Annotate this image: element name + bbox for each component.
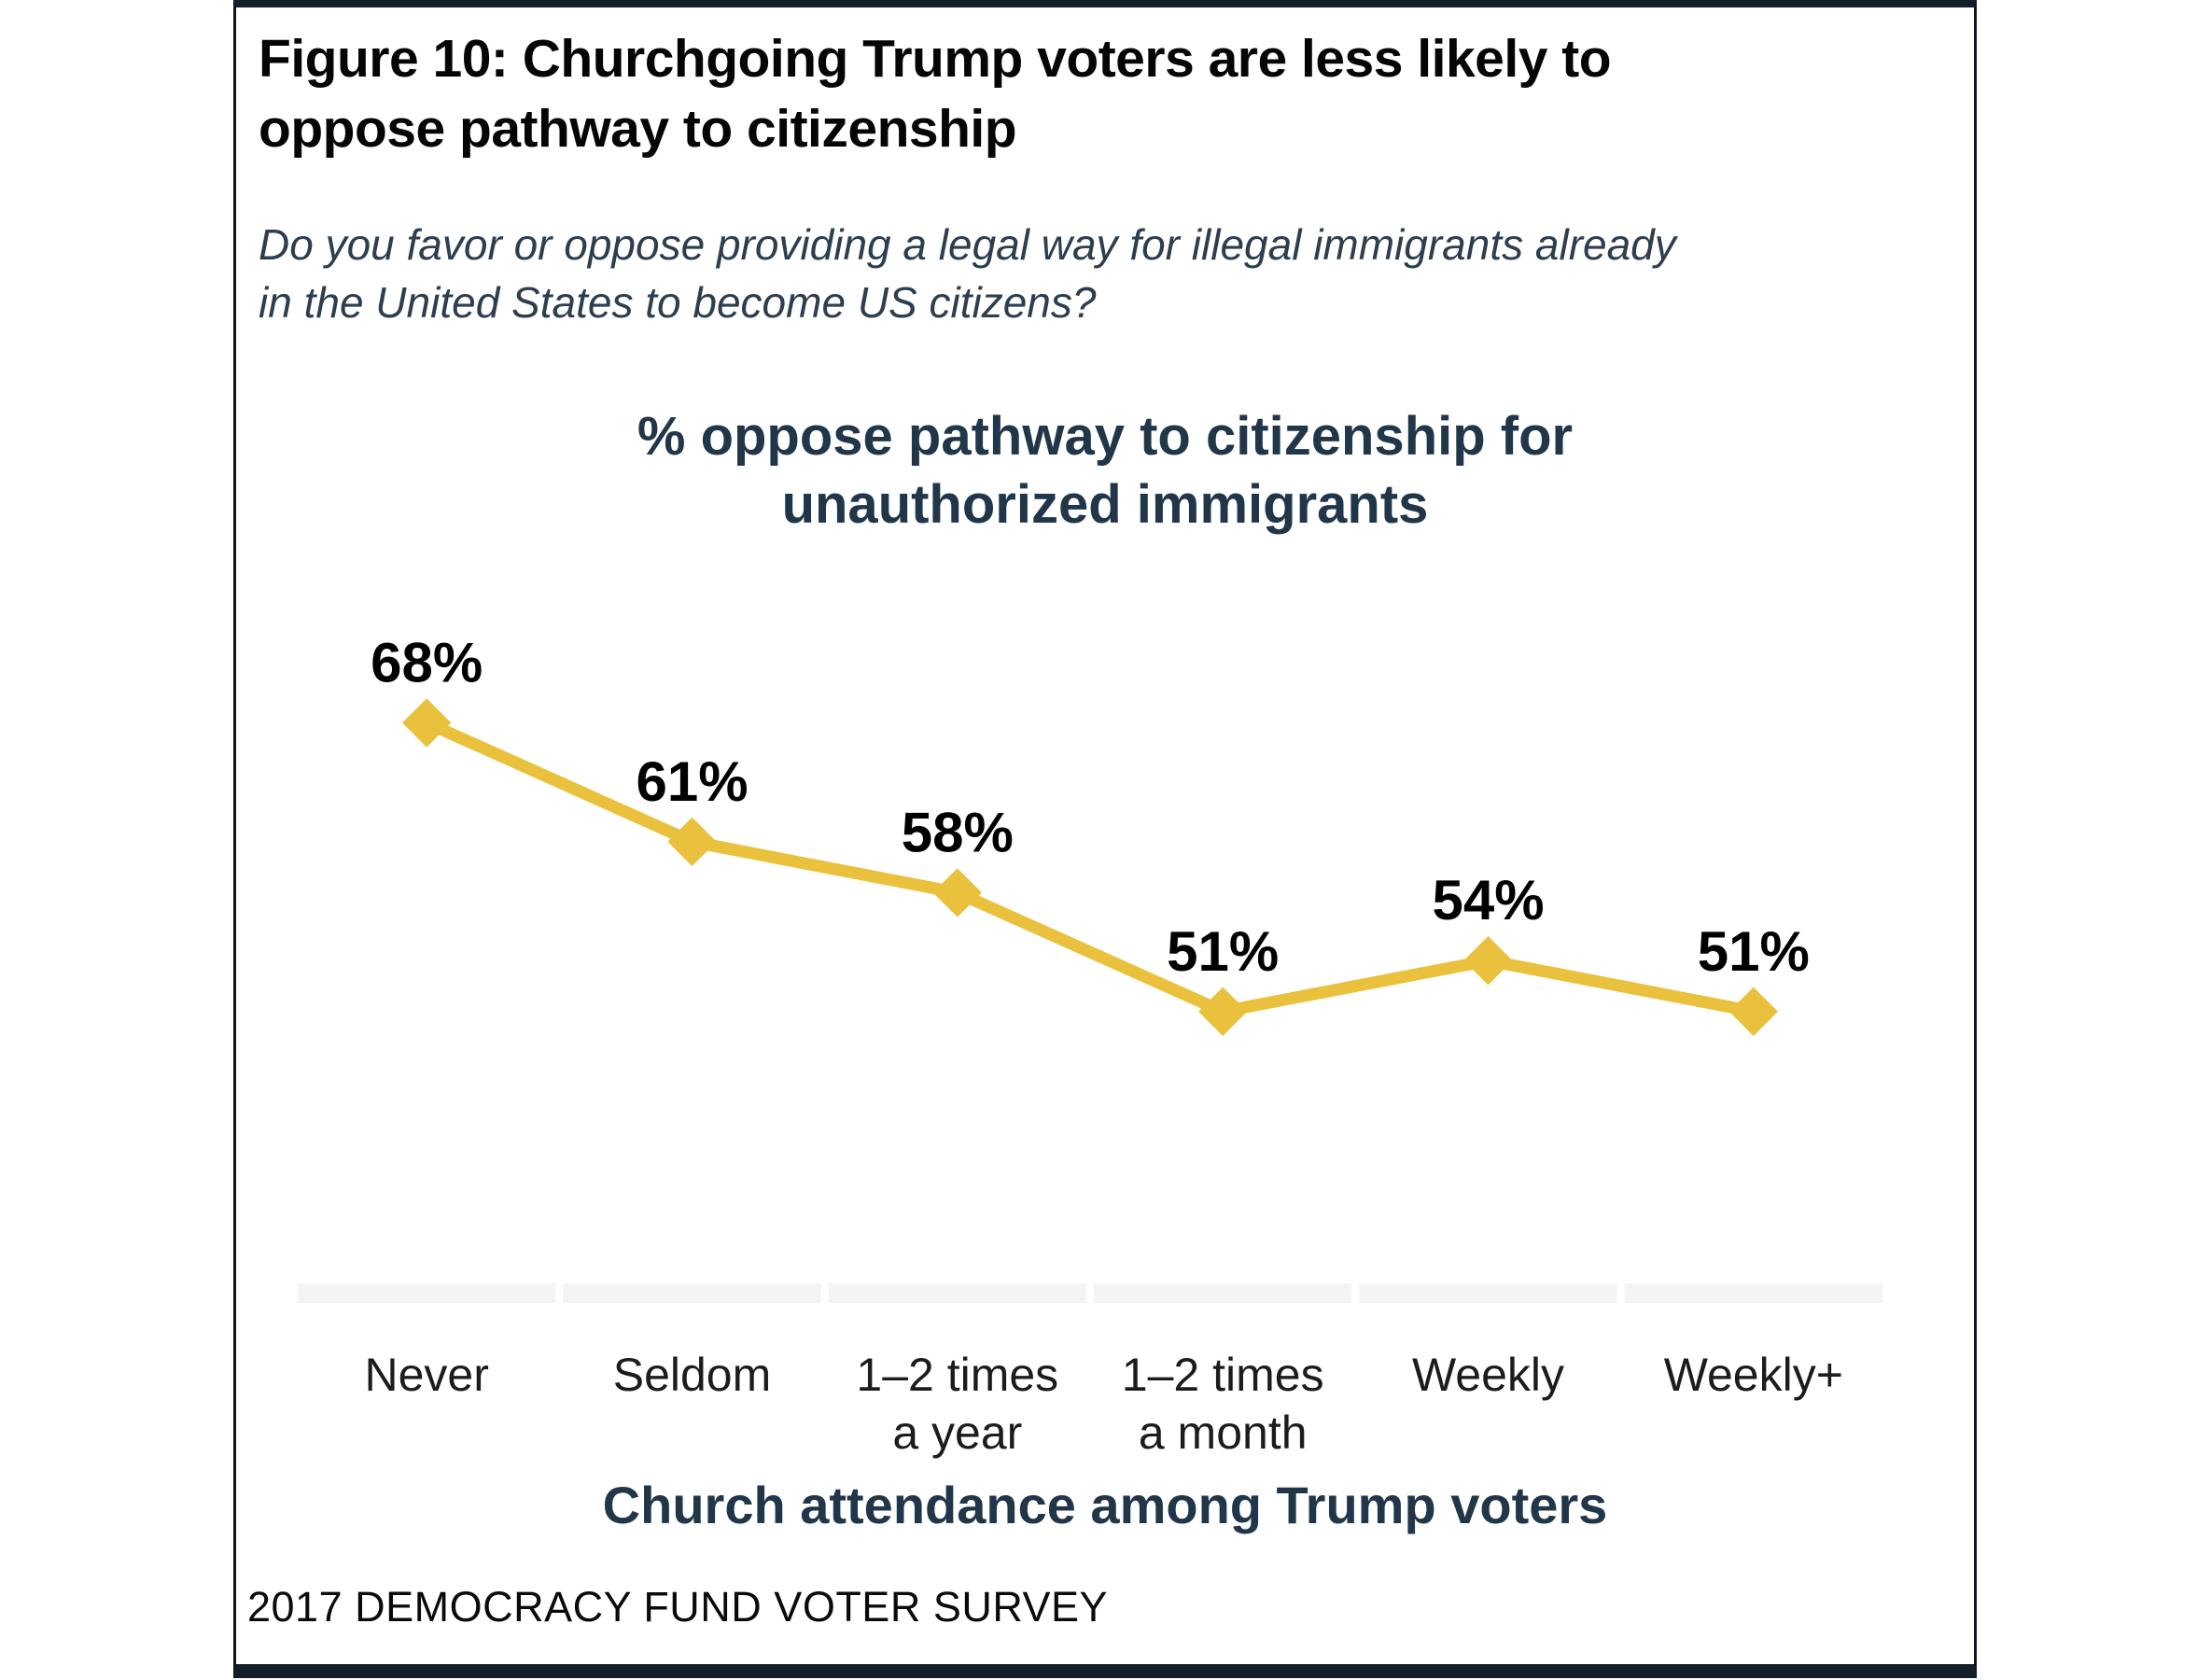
figure-title-line2: oppose pathway to citizenship [259,99,1017,160]
figure-subtitle-line1: Do you favor or oppose providing a legal… [259,220,1676,269]
x-axis-title: Church attendance among Trump voters [602,1476,1608,1534]
data-point-label: 51% [1167,920,1279,983]
axis-strip-cell [298,1283,556,1303]
data-point-label: 58% [902,801,1014,863]
axis-strip-cell [1359,1283,1617,1303]
figure-card: Figure 10: Churchgoing Trump voters are … [233,0,1977,1678]
figure-subtitle-line2: in the United States to become US citize… [259,277,1097,327]
data-line [420,716,1760,1018]
figure-title: Figure 10: Churchgoing Trump voters are … [259,24,1929,164]
x-axis-category-label: a month [1139,1407,1308,1459]
data-point-marker [1728,987,1778,1036]
x-axis-category-label: Never [365,1349,489,1401]
figure-title-line1: Figure 10: Churchgoing Trump voters are … [259,29,1612,89]
axis-strip-cell [1624,1283,1882,1303]
data-point-marker [667,817,717,866]
chart-title: % oppose pathway to citizenship for unau… [236,403,1974,539]
data-point-marker [402,698,452,748]
source-note: 2017 DEMOCRACY FUND VOTER SURVEY [247,1583,1109,1631]
x-axis-category-label: Seldom [613,1349,772,1401]
data-point-marker [932,868,982,917]
x-axis-category-label: 1–2 times [856,1349,1058,1401]
data-point-marker [1463,936,1513,986]
axis-strip-cell [828,1283,1086,1303]
data-point-marker [1198,987,1248,1036]
x-axis-category-label: 1–2 times [1122,1349,1324,1401]
line-chart: 68% Never 61% Seldom 58% 1–2 times a year 51% 1–… [236,560,1974,1479]
x-axis-category-label: a year [892,1407,1022,1459]
chart-title-line1: % oppose pathway to citizenship for [637,406,1574,467]
data-point-label: 54% [1432,869,1544,931]
x-axis-category-label: Weekly+ [1664,1349,1843,1401]
line-chart-svg: 68% Never 61% Seldom 58% 1–2 times a year 51% 1–… [298,631,1882,1459]
chart-title-line2: unauthorized immigrants [781,473,1429,535]
data-point-label: 68% [371,631,483,693]
axis-strip-cell [1094,1283,1352,1303]
figure-subtitle: Do you favor or oppose providing a legal… [259,217,1929,331]
x-axis-category-label: Weekly [1412,1349,1564,1401]
axis-strip-cell [563,1283,821,1303]
data-point-label: 51% [1698,920,1810,983]
data-point-label: 61% [636,750,748,813]
